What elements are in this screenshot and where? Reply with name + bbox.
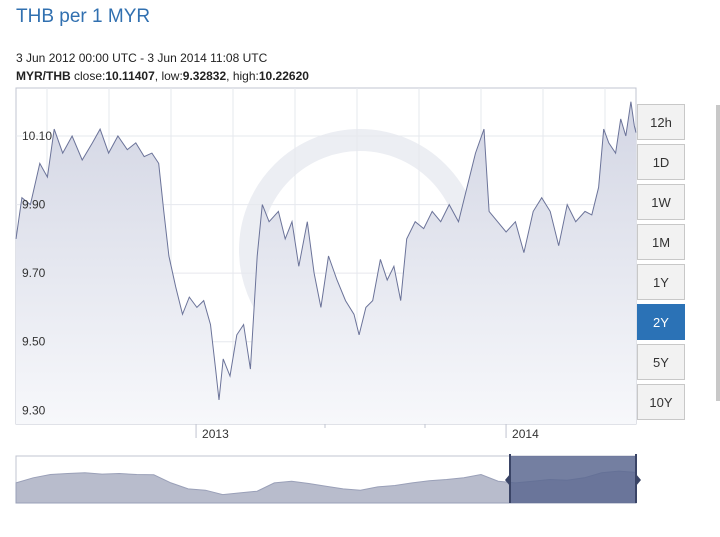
pair-label: MYR/THB xyxy=(16,69,71,83)
low-label: low: xyxy=(161,69,183,83)
period-button-1m[interactable]: 1M xyxy=(637,224,685,260)
period-button-5y[interactable]: 5Y xyxy=(637,344,685,380)
x-tick-label: 2014 xyxy=(512,427,539,441)
period-button-10y[interactable]: 10Y xyxy=(637,384,685,420)
y-tick-label: 9.70 xyxy=(22,266,46,280)
y-tick-label: 9.30 xyxy=(22,403,46,417)
price-summary: MYR/THB close:10.11407, low:9.32832, hig… xyxy=(16,69,309,83)
period-button-12h[interactable]: 12h xyxy=(637,104,685,140)
series-line xyxy=(15,101,637,401)
period-button-1y[interactable]: 1Y xyxy=(637,264,685,300)
navigator-handle-right-grip xyxy=(636,474,641,486)
high-label: high: xyxy=(232,69,259,83)
page-title: THB per 1 MYR xyxy=(16,6,151,27)
y-tick-label: 10.10 xyxy=(22,129,52,143)
close-label: close: xyxy=(74,69,106,83)
period-button-2y[interactable]: 2Y xyxy=(637,304,685,340)
low-value: 9.32832 xyxy=(182,69,227,83)
x-tick-label: 2013 xyxy=(202,427,229,441)
period-button-1d[interactable]: 1D xyxy=(637,144,685,180)
y-tick-label: 9.90 xyxy=(22,198,46,212)
navigator-handle-left-grip xyxy=(505,474,510,486)
series-area xyxy=(16,101,636,424)
navigator-selection xyxy=(510,456,636,503)
high-value: 10.22620 xyxy=(258,69,309,83)
date-range-text: 3 Jun 2012 00:00 UTC - 3 Jun 2014 11:08 … xyxy=(16,51,268,65)
scrollbar[interactable] xyxy=(716,105,720,401)
y-tick-label: 9.50 xyxy=(22,335,46,349)
close-value: 10.11407 xyxy=(105,69,155,83)
period-button-1w[interactable]: 1W xyxy=(637,184,685,220)
